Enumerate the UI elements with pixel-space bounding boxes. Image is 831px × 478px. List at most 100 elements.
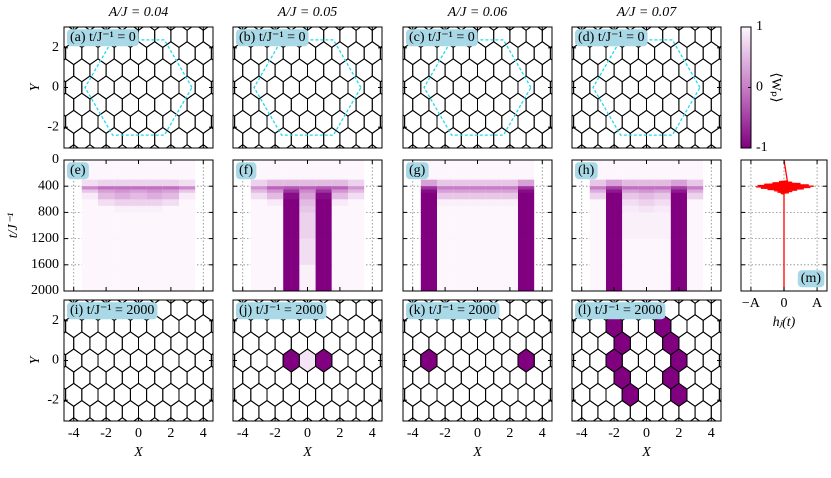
heatmap-cell: [686, 264, 704, 291]
heatmap-cell: [98, 192, 115, 200]
heatmap-cell: [517, 186, 535, 190]
heatmap-cell: [130, 160, 147, 180]
lattice-hexagon: [203, 0, 219, 13]
y-tick-label: 2000: [31, 283, 59, 298]
heatmap-cell: [485, 179, 502, 187]
heatmap-cell: [437, 192, 454, 200]
heatmap-cell: [622, 192, 639, 200]
plaquette: [315, 348, 333, 373]
x-tick-label: 0: [135, 426, 142, 441]
lattice-hexagon: [218, 280, 234, 303]
lattice-hexagon: [380, 0, 396, 13]
lattice-hexagon: [210, 387, 213, 403]
heatmap-cell: [299, 186, 316, 190]
column-title: A/J = 0.06: [447, 5, 508, 20]
lattice-hexagon: [403, 387, 406, 403]
lattice-hexagon: [41, 332, 57, 355]
heatmap-cell: [686, 186, 704, 190]
heatmap-cell: [622, 189, 639, 194]
lattice-hexagon: [572, 387, 575, 403]
plot-area: [41, 0, 219, 148]
heatmap-cell: [654, 264, 671, 291]
heatmap-cell: [162, 199, 179, 207]
heatmap-cell: [670, 264, 687, 291]
lattice-hexagon: [388, 401, 404, 424]
heatmap-cell: [98, 189, 115, 194]
lattice-hexagon: [210, 353, 213, 368]
heatmap-cell: [315, 205, 332, 213]
heatmap-cell: [670, 238, 687, 266]
heatmap-cell: [485, 189, 502, 194]
lattice-hexagon: [211, 280, 227, 303]
heatmap-cell: [589, 199, 607, 207]
heatmap-cell: [453, 186, 470, 190]
heatmap-cell: [638, 179, 655, 187]
lattice-hexagon: [727, 435, 743, 458]
lattice-hexagon: [41, 435, 57, 458]
y-tick-label: 0: [52, 353, 59, 368]
lattice-hexagon: [187, 0, 203, 13]
x-axis-label: X: [302, 445, 312, 460]
y-tick-label: 800: [38, 205, 59, 220]
heatmap-cell: [606, 179, 623, 187]
lattice-hexagon: [403, 80, 406, 95]
heatmap-cell: [622, 212, 639, 239]
panel-label-box: [797, 270, 825, 288]
heatmap-cell: [267, 189, 284, 194]
heatmap-cell: [686, 192, 704, 200]
lattice-hexagon: [744, 0, 760, 13]
heatmap-cell: [485, 212, 502, 239]
heatmap-cell: [250, 186, 268, 190]
y-tick-label: 400: [38, 178, 59, 193]
heatmap-cell: [146, 205, 163, 213]
heatmap-cell: [178, 186, 196, 190]
x-tick-label: -2: [269, 426, 281, 441]
lattice-hexagon: [380, 128, 396, 151]
lattice-hexagon: [371, 27, 382, 49]
plot-area: [64, 160, 213, 291]
heatmap-cell: [98, 160, 115, 180]
heatmap-cell: [299, 179, 316, 187]
heatmap-cell: [178, 192, 196, 200]
lattice-hexagon: [388, 7, 404, 30]
heatmap-cell: [453, 160, 470, 180]
lattice-hexagon: [58, 0, 74, 13]
heatmap-cell: [453, 179, 470, 187]
heatmap-cell: [654, 186, 671, 190]
heatmap-cell: [162, 186, 179, 190]
lattice-hexagon: [233, 80, 236, 95]
lattice-hexagon: [380, 435, 396, 458]
lattice-hexagon: [233, 114, 236, 130]
heatmap-cell: [670, 192, 687, 200]
heatmap-cell: [469, 192, 486, 200]
lattice-hexagon: [233, 45, 236, 61]
heatmap-cell: [420, 238, 438, 266]
heatmap-cell: [589, 179, 607, 187]
lattice-hexagon: [380, 59, 396, 82]
heatmap-cell: [622, 264, 639, 291]
lattice-hexagon: [388, 298, 404, 321]
lattice-hexagon: [41, 0, 57, 13]
heatmap-cell: [437, 205, 454, 213]
lattice-hexagon: [598, 0, 614, 13]
heatmap-cell: [485, 238, 502, 266]
heatmap-cell: [250, 238, 268, 266]
heatmap-cell: [347, 199, 365, 207]
lattice-hexagon: [403, 318, 406, 334]
x-tick-label: 2: [506, 426, 513, 441]
heatmap-cell: [686, 212, 704, 239]
heatmap-cell: [130, 192, 147, 200]
heatmap-cell: [638, 205, 655, 213]
lattice-hexagon: [379, 45, 382, 61]
x-tick-label: -2: [100, 426, 112, 441]
plaquette: [282, 348, 300, 373]
lattice-hexagon: [542, 0, 558, 13]
heatmap-cell: [347, 189, 365, 194]
lattice-hexagon: [380, 145, 396, 168]
y-tick-label: 1200: [31, 231, 59, 246]
lattice-hexagon: [379, 318, 382, 334]
heatmap-cell: [622, 205, 639, 213]
lattice-hexagon: [388, 435, 404, 458]
lattice-hexagon: [695, 0, 711, 13]
heatmap-cell: [638, 212, 655, 239]
